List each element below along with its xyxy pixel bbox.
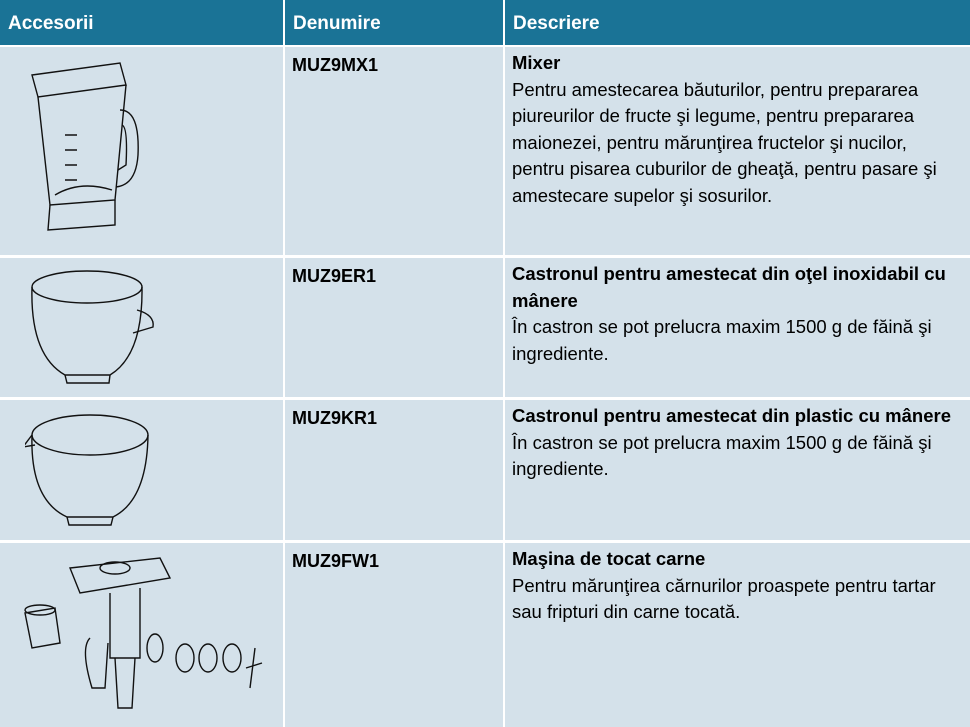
code-cell: MUZ9KR1 [285,400,503,540]
header-cell: Descriere [505,0,970,45]
description-text: Pentru mărunţirea cărnurilor proaspete p… [512,574,936,623]
description-cell: Maşina de tocat carne Pentru mărunţirea c… [505,543,970,727]
description-cell: Castronul pentru amestecat din oţel inox… [505,258,970,397]
grinder-drawing [24,557,263,709]
code-cell: MUZ9MX1 [285,47,503,255]
description-text: În castron se pot prelucra maxim 1500 g … [512,316,932,364]
image-cell [0,258,283,397]
code-cell: MUZ9FW1 [285,543,503,727]
row-separator [0,398,970,400]
description-text: În castron se pot prelucra maxim 1500 g … [512,431,932,480]
row-separator [0,541,970,543]
description-cell: Mixer Pentru amestecarea băuturilor, pent… [505,47,970,255]
description-text: Pentru amestecarea băuturilor, pentru pr… [512,78,937,206]
description-cell: Castronul pentru amestecat din plastic c… [505,400,970,540]
header-cell: Accesorii [0,0,283,45]
description-title: Mixer [512,52,561,73]
description-title: Maşina de tocat carne [512,548,706,569]
image-cell [0,543,283,727]
row-separator [0,256,970,258]
bowl-drawing [31,270,154,384]
bowl-drawing [25,414,149,526]
description-title: Castronul pentru amestecat din plastic c… [512,405,951,426]
code-cell: MUZ9ER1 [285,258,503,397]
description-title: Castronul pentru amestecat din oţel inox… [512,263,946,311]
header-cell: Denumire [285,0,503,45]
image-cell [0,400,283,540]
mixer-drawing [31,62,139,231]
image-cell [0,47,283,255]
